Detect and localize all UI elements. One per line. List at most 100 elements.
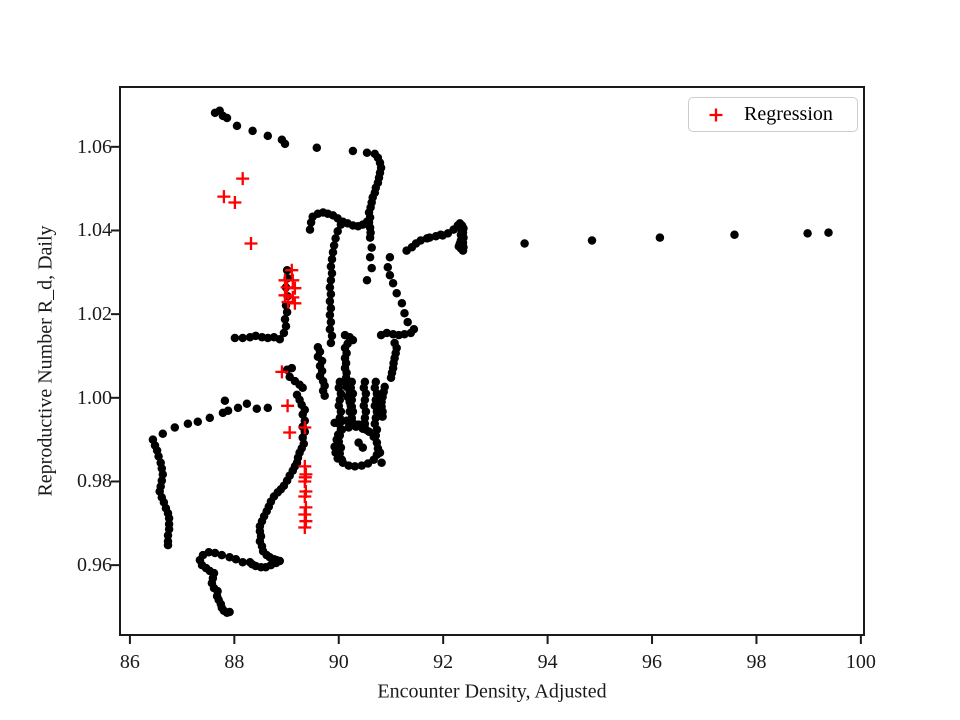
data-point <box>279 328 289 338</box>
data-point <box>388 278 398 288</box>
data-point <box>230 333 240 343</box>
data-point <box>183 419 193 428</box>
x-tick-label: 98 <box>746 651 767 673</box>
x-tick-label: 90 <box>328 651 349 673</box>
data-point <box>383 263 393 272</box>
data-point <box>385 253 395 262</box>
x-tick-label: 88 <box>224 651 245 673</box>
data-point <box>330 442 339 452</box>
data-point <box>330 418 339 428</box>
data-point <box>331 234 340 243</box>
data-point <box>328 247 338 257</box>
x-tick-label: 94 <box>537 651 558 673</box>
data-point <box>193 417 203 426</box>
data-point <box>409 324 419 334</box>
data-point <box>361 407 371 416</box>
legend-label: Regression <box>744 103 833 125</box>
data-point <box>425 233 434 242</box>
data-point <box>325 310 335 320</box>
data-point <box>320 391 329 400</box>
data-point <box>333 430 343 439</box>
data-point <box>170 423 180 432</box>
data-point <box>210 548 220 558</box>
data-point <box>386 373 396 382</box>
x-axis-label: Encounter Density, Adjusted <box>377 680 607 703</box>
data-point <box>280 139 290 149</box>
data-point <box>333 227 342 236</box>
x-tick-label: 92 <box>433 651 454 673</box>
data-point <box>326 262 336 271</box>
data-point <box>367 243 376 252</box>
data-point <box>348 146 358 156</box>
data-point <box>350 462 360 471</box>
y-tick-label: 1.06 <box>77 135 112 158</box>
x-tick-label: 96 <box>642 651 663 673</box>
data-point <box>344 423 353 432</box>
data-point <box>305 225 315 234</box>
x-tick-label: 86 <box>119 651 140 673</box>
regression-points <box>217 172 313 534</box>
data-point <box>362 217 372 226</box>
data-point <box>225 607 234 617</box>
data-point <box>385 270 395 280</box>
data-point <box>377 458 386 467</box>
data-point <box>163 540 173 550</box>
y-tick-label: 0.96 <box>77 554 112 577</box>
data-point <box>325 324 335 334</box>
data-point <box>225 552 234 562</box>
data-point <box>367 263 376 273</box>
plus-marker-icon <box>709 108 723 121</box>
y-axis-label: Reproductive Number R_d, Daily <box>34 225 57 497</box>
data-point <box>459 224 468 233</box>
data-point <box>336 407 346 416</box>
data-point <box>361 389 371 398</box>
data-point <box>312 143 322 152</box>
data-point <box>362 276 372 285</box>
data-point <box>222 113 232 123</box>
data-point <box>326 289 336 299</box>
data-point <box>326 338 336 348</box>
data-point <box>357 461 366 470</box>
data-point <box>326 276 336 285</box>
data-point <box>351 422 361 431</box>
data-point <box>263 131 273 141</box>
data-point <box>325 296 335 306</box>
data-point <box>327 331 337 341</box>
data-point <box>298 383 307 393</box>
data-point <box>223 406 233 416</box>
data-point <box>217 550 227 560</box>
data-point <box>587 236 597 245</box>
data-point <box>378 412 387 421</box>
data-point <box>263 333 273 343</box>
data-point <box>520 239 529 248</box>
data-point <box>803 229 812 238</box>
data-point <box>251 331 260 341</box>
data-point <box>348 389 358 398</box>
data-point <box>287 363 297 373</box>
data-point <box>400 329 409 339</box>
data-point <box>336 389 346 398</box>
data-point <box>163 531 173 540</box>
data-point <box>205 413 215 423</box>
y-tick-label: 1.04 <box>77 219 112 242</box>
data-point <box>281 322 291 331</box>
data-point <box>263 403 273 413</box>
data-point <box>220 396 230 405</box>
data-point <box>400 309 409 318</box>
data-point <box>397 299 407 308</box>
data-point <box>329 241 339 250</box>
data-point <box>375 448 385 457</box>
data-point <box>382 328 392 338</box>
data-point <box>365 253 375 262</box>
x-tick-label: 100 <box>845 651 876 673</box>
data-point <box>365 233 375 242</box>
data-point <box>238 557 247 567</box>
trajectory-points <box>148 106 833 618</box>
data-point <box>325 283 335 292</box>
data-point <box>362 148 372 157</box>
y-tick-label: 1.02 <box>77 303 112 326</box>
y-tick-label: 1.00 <box>77 386 112 409</box>
data-point <box>158 429 168 439</box>
axes-frame <box>119 86 865 636</box>
